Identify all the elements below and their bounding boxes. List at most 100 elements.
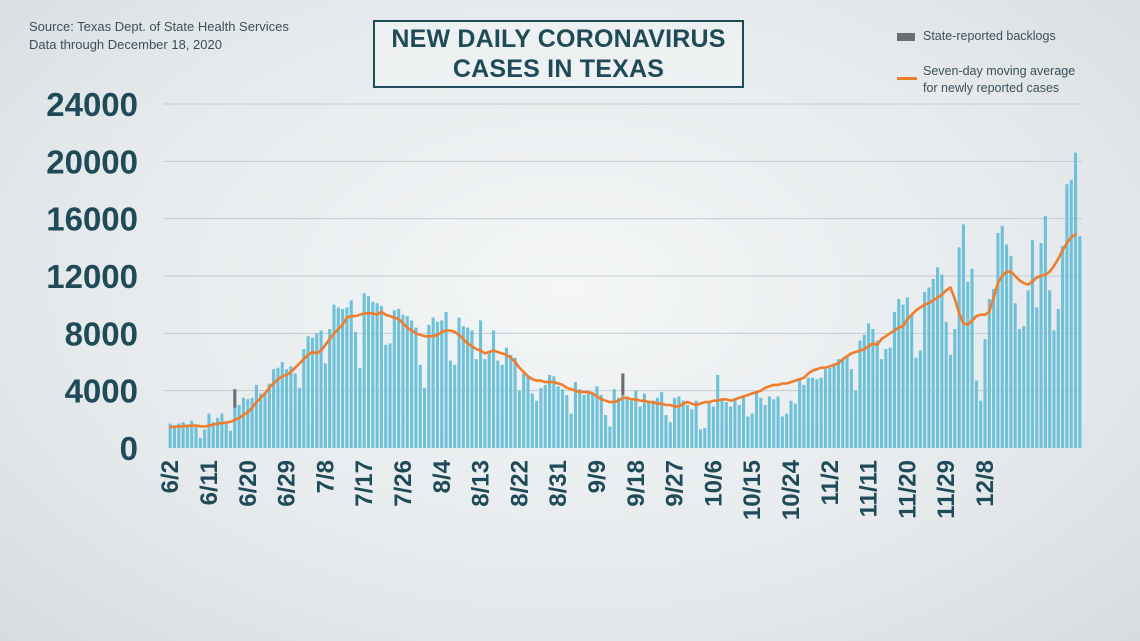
bar-new-cases (660, 392, 664, 448)
bar-new-cases (552, 376, 556, 448)
bar-new-cases (526, 376, 530, 448)
bar-new-cases (901, 304, 905, 448)
bar-new-cases (862, 334, 866, 448)
bar-new-cases (310, 337, 314, 448)
bar-new-cases (798, 379, 802, 448)
bar-new-cases (483, 359, 487, 448)
bar-new-cases (948, 354, 953, 448)
bar-new-cases (802, 384, 806, 448)
bar-new-cases (651, 400, 655, 448)
bar-new-cases (246, 399, 250, 448)
bar-new-cases (582, 394, 586, 448)
bar-new-cases (595, 386, 599, 448)
bar-new-cases (927, 287, 931, 448)
bar-new-cases (470, 330, 474, 448)
bar-new-cases (720, 399, 724, 448)
bar-new-cases (625, 396, 629, 448)
bar-new-cases (543, 384, 547, 448)
bar-new-cases (785, 413, 789, 448)
legend-swatch-backlogs (897, 33, 915, 41)
bar-new-cases (1035, 307, 1039, 448)
bar-new-cases (1013, 303, 1017, 448)
bar-new-cases (328, 329, 332, 448)
bar-new-cases (358, 367, 362, 448)
bar-new-cases (931, 278, 935, 448)
bar-new-cases (448, 360, 452, 448)
bar-new-cases (1026, 290, 1030, 448)
bar-new-cases (638, 406, 642, 448)
bar-new-cases (1078, 235, 1082, 448)
bar-new-cases (228, 430, 233, 448)
x-tick-label: 12/8 (972, 460, 999, 507)
bar-new-cases (241, 397, 246, 448)
bar-new-cases (634, 390, 638, 448)
bar-new-cases (961, 224, 965, 448)
bar-new-cases (466, 327, 470, 448)
bar-new-cases (336, 307, 340, 448)
bar-new-cases (664, 415, 668, 448)
bar-new-cases (453, 364, 457, 448)
bar-new-cases (992, 288, 996, 448)
bar-new-cases (690, 409, 694, 448)
bar-new-cases (599, 394, 603, 448)
bar-new-cases (836, 359, 840, 448)
bar-new-cases (867, 323, 871, 448)
bar-new-cases (435, 321, 440, 448)
bar-new-cases (810, 377, 815, 448)
bar-new-cases (970, 268, 974, 448)
bar-new-cases (185, 426, 189, 448)
bar-new-cases (733, 399, 737, 448)
bar-new-cases (707, 402, 711, 448)
bar-new-cases (987, 298, 991, 448)
bar-new-cases (871, 329, 875, 448)
source-note: Source: Texas Dept. of State Health Serv… (29, 18, 289, 54)
bar-new-cases (772, 399, 776, 448)
bar-new-cases (565, 394, 569, 448)
bar-new-cases (647, 400, 651, 448)
bar-new-cases (207, 413, 211, 448)
bar-new-cases (539, 387, 543, 448)
x-tick-label: 8/31 (545, 460, 572, 507)
bar-new-cases (892, 311, 897, 448)
bar-new-cases (504, 347, 508, 448)
x-tick-label: 11/11 (856, 460, 883, 517)
bar-new-cases (345, 307, 349, 448)
bar-new-cases (591, 393, 595, 448)
bar-new-cases (513, 357, 517, 448)
bar-new-cases (1022, 326, 1026, 448)
bar-new-cases (724, 402, 728, 448)
moving-average-line (168, 233, 1077, 429)
bar-new-cases (854, 390, 858, 448)
bar-new-cases (341, 308, 345, 448)
bar-backlog (233, 389, 237, 408)
bar-new-cases (203, 429, 207, 448)
bar-new-cases (272, 369, 276, 448)
x-tick-label: 11/2 (817, 460, 844, 505)
y-tick-label: 4000 (65, 373, 138, 410)
bar-new-cases (750, 413, 754, 448)
bar-new-cases (289, 366, 293, 448)
bar-new-cases (332, 304, 336, 448)
title-line-1: NEW DAILY CORONAVIRUS (391, 25, 726, 53)
bar-new-cases (254, 384, 258, 448)
bar-new-cases (297, 387, 302, 448)
bar-new-cases (353, 331, 358, 448)
bar-new-cases (397, 308, 401, 448)
bar-new-cases (1052, 330, 1056, 448)
bar-new-cases (418, 364, 422, 448)
bar-new-cases (366, 296, 371, 448)
bar-new-cases (858, 340, 862, 448)
bar-new-cases (642, 393, 646, 448)
bar-new-cases (793, 403, 797, 448)
bar-new-cases (655, 397, 659, 448)
bar-new-cases (487, 350, 491, 448)
bar-new-cases (1073, 152, 1078, 448)
bar-new-cases (780, 416, 784, 448)
y-tick-label: 0 (120, 430, 138, 467)
bar-new-cases (371, 301, 375, 448)
bar-new-cases (517, 390, 521, 448)
bar-new-cases (384, 344, 388, 448)
bar-new-cases (629, 400, 634, 448)
bar-new-cases (530, 393, 534, 448)
bar-new-cases (616, 397, 621, 448)
